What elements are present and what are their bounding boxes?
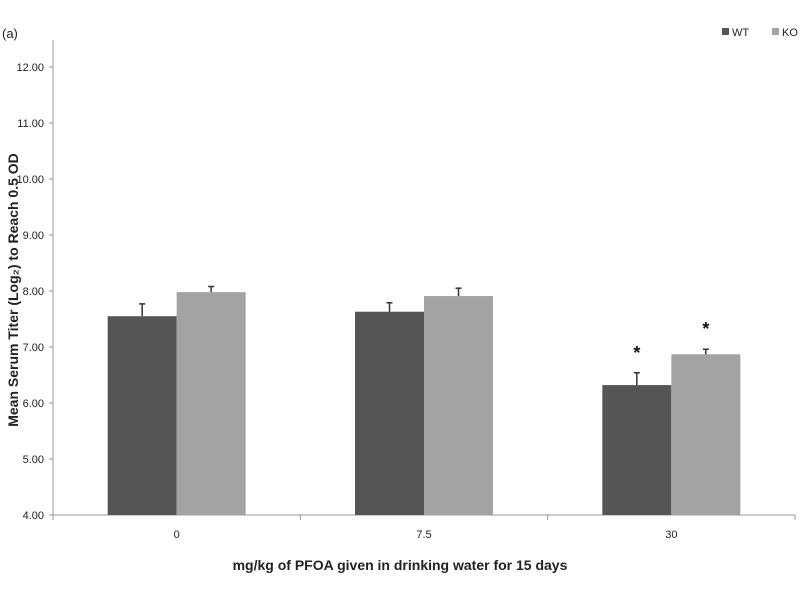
y-tick-label: 5.00 <box>23 454 44 466</box>
y-tick-label: 9.00 <box>23 230 44 242</box>
panel-label: (a) <box>2 26 18 41</box>
bar-ko <box>671 354 741 515</box>
x-tick-label: 0 <box>174 529 180 541</box>
x-tick-label: 30 <box>665 529 677 541</box>
bar-wt <box>355 311 424 515</box>
y-tick-label: 4.00 <box>23 510 44 522</box>
legend: WT KO <box>722 27 798 39</box>
y-tick-label: 12.00 <box>16 62 44 74</box>
y-tick-label: 11.00 <box>17 118 44 130</box>
bar-ko <box>424 296 493 515</box>
legend-swatch-ko <box>772 28 779 35</box>
significance-marker: * <box>702 319 709 339</box>
y-tick-label: 8.00 <box>23 286 44 298</box>
bar-wt <box>107 316 177 515</box>
legend-label: KO <box>782 27 798 39</box>
y-axis-label: Mean Serum Titer (Log₂) to Reach 0.5 OD <box>5 153 21 427</box>
x-tick-label: 7.5 <box>416 529 431 541</box>
bar-wt <box>602 385 672 515</box>
y-tick-label: 7.00 <box>23 342 44 354</box>
y-tick-label: 6.00 <box>23 398 44 410</box>
significance-marker: * <box>633 343 640 363</box>
legend-swatch-wt <box>722 28 729 35</box>
y-tick-label: 10.00 <box>16 174 44 186</box>
legend-label: WT <box>732 27 749 39</box>
x-axis-label: mg/kg of PFOA given in drinking water fo… <box>233 557 568 573</box>
bar-ko <box>176 292 246 515</box>
